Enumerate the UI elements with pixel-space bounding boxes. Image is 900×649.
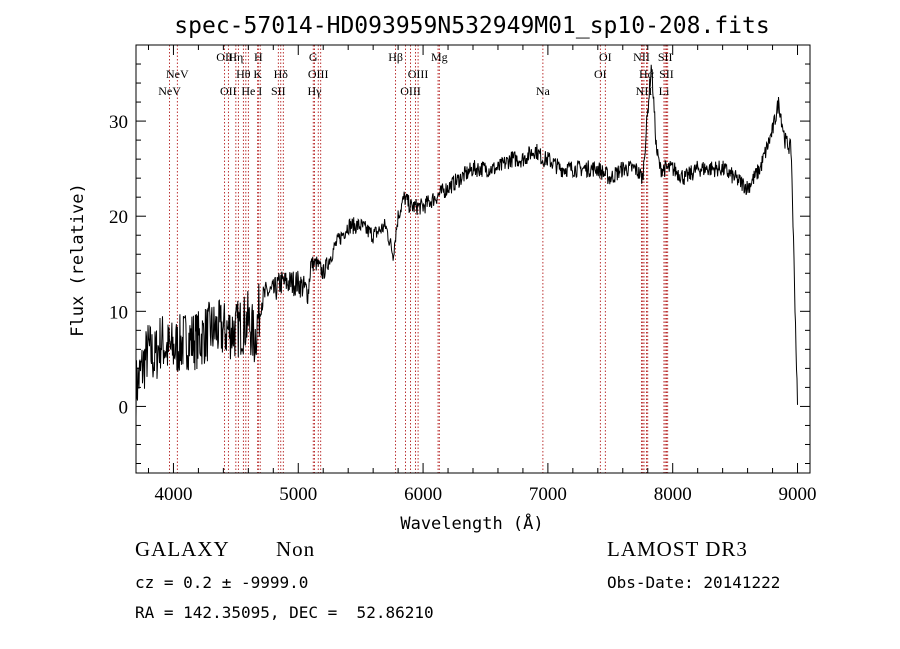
x-tick-label: 7000: [529, 484, 567, 505]
spectral-line-label: He: [241, 84, 255, 98]
spectral-line-label: OII: [216, 50, 233, 64]
spectral-line-label: SII: [658, 50, 673, 64]
spectral-line-label: NeV: [158, 84, 181, 98]
spectral-line-label: OIII: [400, 84, 421, 98]
spectral-line-label: Na: [536, 84, 551, 98]
spectral-line-label: I: [258, 84, 262, 98]
spectral-line-label: Hβ: [388, 50, 403, 64]
object-class: GALAXY: [135, 537, 230, 561]
spectral-line-label: SII: [659, 67, 674, 81]
spectral-line-label: K: [253, 67, 262, 81]
chart-title: spec-57014-HD093959N532949M01_sp10-208.f…: [174, 13, 769, 39]
spectral-line-label: OIII: [408, 67, 429, 81]
spectral-line-label: NII: [636, 84, 653, 98]
axis-ticks-layer: 4000 5000 6000 7000 8000 9000 0 10 20 30: [109, 45, 817, 505]
x-axis-label: Wavelength (Å): [400, 512, 543, 534]
x-tick-label: 6000: [404, 484, 442, 505]
spectral-line-label: G: [309, 50, 318, 64]
spectral-line-label: Hγ: [308, 84, 323, 98]
spectral-line-label: OI: [599, 50, 612, 64]
spectral-line-label: OII: [220, 84, 237, 98]
spectrum-series-line: [135, 64, 798, 418]
observation-date: Obs-Date: 20141222: [607, 573, 781, 592]
x-tick-label: 8000: [654, 484, 692, 505]
spectral-line-label: SII: [271, 84, 286, 98]
spectral-line-label: NeV: [166, 67, 189, 81]
spectral-line-label: Hδ: [274, 67, 289, 81]
redshift-text: cz = 0.2 ± -9999.0: [135, 573, 309, 592]
spectral-line-label: OIII: [308, 67, 329, 81]
x-tick-label: 9000: [779, 484, 817, 505]
spectral-line-label: OI: [594, 67, 607, 81]
spectral-line-label: Hθ: [236, 67, 251, 81]
y-tick-label: 0: [119, 397, 129, 418]
spectral-line-label: Mg: [431, 50, 448, 64]
object-subclass: Non: [276, 537, 316, 561]
y-tick-label: 20: [109, 207, 128, 228]
x-tick-label: 4000: [154, 484, 192, 505]
spectrum-data-layer: [135, 64, 798, 418]
survey-name: LAMOST DR3: [607, 537, 748, 561]
spectral-line-label: Hη: [228, 50, 243, 64]
coordinates: RA = 142.35095, DEC = 52.86210: [135, 603, 434, 622]
y-tick-label: 30: [109, 112, 128, 133]
plot-frame: [135, 44, 811, 474]
y-tick-label: 10: [109, 302, 128, 323]
spectral-lines-layer: NeVNeVOIIOIIHηHθHeHKIHδSIIGOIIIHγHβOIIIO…: [158, 45, 674, 473]
spectral-line-label: Li: [659, 84, 670, 98]
y-axis-label: Flux (relative): [68, 183, 88, 337]
x-tick-label: 5000: [279, 484, 317, 505]
spectral-line-label: NII: [633, 50, 650, 64]
spectral-line-label: H: [254, 50, 263, 64]
